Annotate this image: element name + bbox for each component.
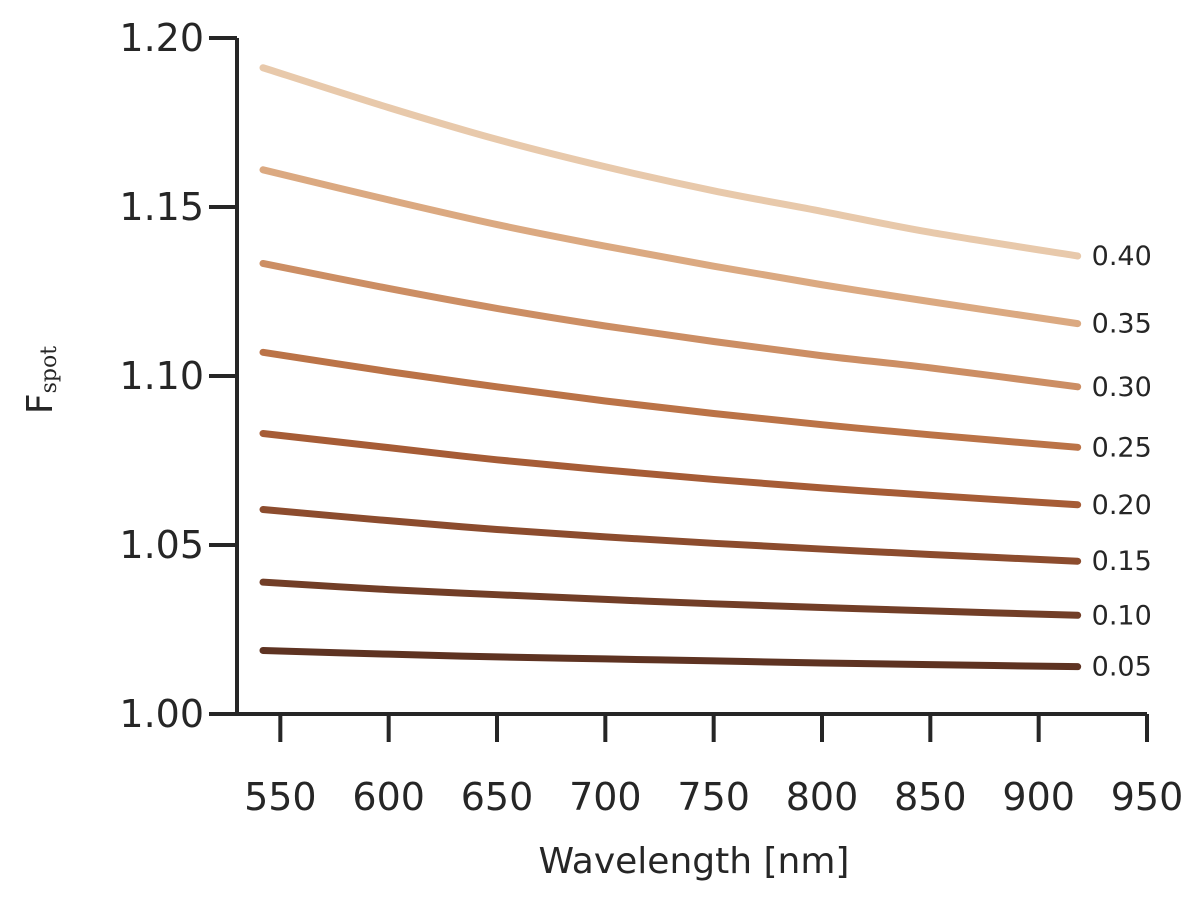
- y-tick-label: 1.05: [119, 523, 204, 567]
- x-tick-label: 750: [677, 775, 750, 819]
- series-group: [259, 64, 1082, 671]
- series-label-0.35: 0.35: [1092, 309, 1152, 340]
- x-tick-label: 850: [894, 775, 967, 819]
- series-line-0.40: [259, 64, 1082, 260]
- series-labels: 0.05 0.10 0.15 0.20 0.25 0.30 0.35 0.40: [1092, 241, 1152, 683]
- x-tick-label: 700: [569, 775, 642, 819]
- series-line-0.20: [259, 429, 1082, 509]
- series-label-0.40: 0.40: [1092, 241, 1152, 272]
- series-line-0.10: [259, 578, 1082, 619]
- x-tick-label: 650: [461, 775, 534, 819]
- series-label-0.05: 0.05: [1092, 652, 1152, 683]
- x-tick-label: 900: [1002, 775, 1075, 819]
- x-tick-label: 950: [1111, 775, 1184, 819]
- series-label-0.10: 0.10: [1092, 600, 1152, 631]
- series-line-0.30: [259, 259, 1082, 391]
- series-line-0.05: [259, 646, 1082, 671]
- y-tick-label: 1.20: [119, 16, 204, 60]
- y-axis-label: Fspot: [20, 346, 62, 414]
- series-line-0.25: [259, 348, 1082, 451]
- y-axis-label-sub: spot: [37, 346, 62, 394]
- y-tick-label: 1.00: [119, 692, 204, 736]
- axes: 1.00 1.05 1.10 1.15 1.20 550 600 650 700 750 800 85…: [119, 16, 1183, 819]
- series-label-0.30: 0.30: [1092, 372, 1152, 403]
- y-tick-label: 1.15: [119, 185, 204, 229]
- x-tick-label: 800: [786, 775, 859, 819]
- y-tick-label: 1.10: [119, 354, 204, 398]
- x-tick-label: 600: [352, 775, 425, 819]
- x-tick-label: 550: [244, 775, 317, 819]
- series-line-0.15: [259, 506, 1082, 565]
- series-label-0.20: 0.20: [1092, 490, 1152, 521]
- x-axis-label: Wavelength [nm]: [539, 841, 850, 882]
- series-line-0.35: [259, 166, 1082, 328]
- y-axis-label-main: F: [20, 393, 61, 414]
- series-label-0.15: 0.15: [1092, 546, 1152, 577]
- series-label-0.25: 0.25: [1092, 432, 1152, 463]
